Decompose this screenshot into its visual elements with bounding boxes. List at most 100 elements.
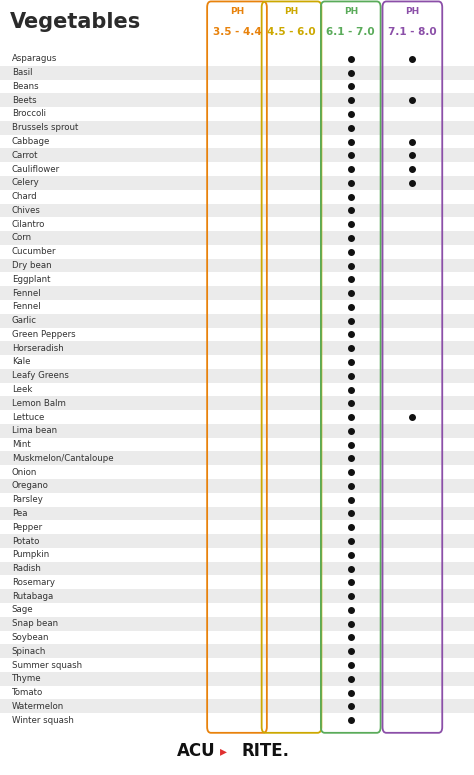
- Bar: [0, 107, 474, 121]
- Text: Corn: Corn: [12, 233, 32, 243]
- Bar: [0, 204, 474, 217]
- Text: ▸: ▸: [219, 745, 227, 759]
- Bar: [0, 507, 474, 520]
- Text: Horseradish: Horseradish: [12, 343, 64, 353]
- Text: Summer squash: Summer squash: [12, 660, 82, 670]
- Bar: [0, 121, 474, 135]
- Text: Mint: Mint: [12, 440, 31, 449]
- Bar: [0, 286, 474, 300]
- Bar: [0, 493, 474, 507]
- Bar: [0, 190, 474, 204]
- Text: Leafy Greens: Leafy Greens: [12, 371, 69, 381]
- Text: Beets: Beets: [12, 96, 36, 105]
- Bar: [0, 562, 474, 576]
- Text: Cilantro: Cilantro: [12, 219, 45, 229]
- Bar: [0, 576, 474, 589]
- Text: Lemon Balm: Lemon Balm: [12, 399, 66, 408]
- Text: 6.1 - 7.0: 6.1 - 7.0: [327, 27, 375, 37]
- Text: Rosemary: Rosemary: [12, 578, 55, 587]
- Text: Oregano: Oregano: [12, 481, 49, 491]
- Text: ACU: ACU: [177, 742, 216, 760]
- Bar: [0, 396, 474, 410]
- Bar: [0, 631, 474, 644]
- Bar: [0, 93, 474, 107]
- Text: Winter squash: Winter squash: [12, 715, 74, 725]
- Text: Parsley: Parsley: [12, 495, 43, 505]
- Text: Pumpkin: Pumpkin: [12, 550, 49, 560]
- Text: Vegetables: Vegetables: [9, 12, 141, 32]
- Text: Thyme: Thyme: [12, 674, 42, 684]
- Text: Dry bean: Dry bean: [12, 261, 52, 270]
- Text: Spinach: Spinach: [12, 646, 46, 656]
- Bar: [0, 424, 474, 438]
- Text: Tomato: Tomato: [12, 688, 43, 697]
- Bar: [0, 465, 474, 479]
- Text: Lettuce: Lettuce: [12, 412, 44, 422]
- Text: 7.1 - 8.0: 7.1 - 8.0: [388, 27, 437, 37]
- Text: RITE.: RITE.: [242, 742, 290, 760]
- Text: 4.5 - 6.0: 4.5 - 6.0: [267, 27, 316, 37]
- Bar: [0, 245, 474, 259]
- Text: Brussels sprout: Brussels sprout: [12, 123, 78, 133]
- Bar: [0, 410, 474, 424]
- Bar: [0, 341, 474, 355]
- Bar: [0, 176, 474, 190]
- Text: PH: PH: [405, 7, 419, 16]
- Text: Pepper: Pepper: [12, 523, 42, 532]
- Bar: [0, 259, 474, 272]
- Text: Cucumber: Cucumber: [12, 247, 56, 257]
- Text: Asparagus: Asparagus: [12, 54, 57, 64]
- Bar: [0, 0, 474, 52]
- Text: Carrot: Carrot: [12, 151, 38, 160]
- Bar: [0, 80, 474, 93]
- Text: Celery: Celery: [12, 178, 40, 188]
- Bar: [0, 355, 474, 369]
- Text: Beans: Beans: [12, 82, 38, 91]
- Text: Radish: Radish: [12, 564, 41, 573]
- Text: 3.5 - 4.4: 3.5 - 4.4: [213, 27, 261, 37]
- Text: Potato: Potato: [12, 536, 39, 546]
- Text: PH: PH: [284, 7, 299, 16]
- Bar: [0, 603, 474, 617]
- Text: Onion: Onion: [12, 467, 37, 477]
- Bar: [0, 272, 474, 286]
- Bar: [0, 520, 474, 534]
- Bar: [0, 479, 474, 493]
- Bar: [0, 700, 474, 713]
- Bar: [0, 300, 474, 314]
- Text: Fennel: Fennel: [12, 288, 40, 298]
- Text: Green Peppers: Green Peppers: [12, 330, 75, 339]
- Bar: [0, 672, 474, 686]
- Bar: [0, 658, 474, 672]
- Text: Snap bean: Snap bean: [12, 619, 58, 629]
- Bar: [0, 617, 474, 631]
- Bar: [0, 713, 474, 727]
- Bar: [0, 589, 474, 603]
- Bar: [0, 644, 474, 658]
- Bar: [0, 328, 474, 341]
- Text: Fennel: Fennel: [12, 302, 40, 312]
- Bar: [0, 314, 474, 328]
- Text: Rutabaga: Rutabaga: [12, 591, 53, 601]
- Text: Kale: Kale: [12, 357, 30, 367]
- Text: PH: PH: [344, 7, 358, 16]
- Text: Soybean: Soybean: [12, 633, 49, 642]
- Text: Cauliflower: Cauliflower: [12, 164, 60, 174]
- Bar: [0, 548, 474, 562]
- Bar: [0, 438, 474, 452]
- Bar: [0, 66, 474, 80]
- Bar: [0, 534, 474, 548]
- Bar: [0, 369, 474, 383]
- Bar: [0, 162, 474, 176]
- Text: Muskmelon/Cantaloupe: Muskmelon/Cantaloupe: [12, 454, 113, 463]
- Text: Chard: Chard: [12, 192, 37, 202]
- Text: Broccoli: Broccoli: [12, 109, 46, 119]
- Text: PH: PH: [230, 7, 244, 16]
- Text: Watermelon: Watermelon: [12, 702, 64, 711]
- Text: Garlic: Garlic: [12, 316, 37, 326]
- Text: Lima bean: Lima bean: [12, 426, 57, 436]
- Text: Basil: Basil: [12, 68, 32, 78]
- Text: Eggplant: Eggplant: [12, 275, 50, 284]
- Bar: [0, 52, 474, 66]
- Text: Pea: Pea: [12, 509, 27, 518]
